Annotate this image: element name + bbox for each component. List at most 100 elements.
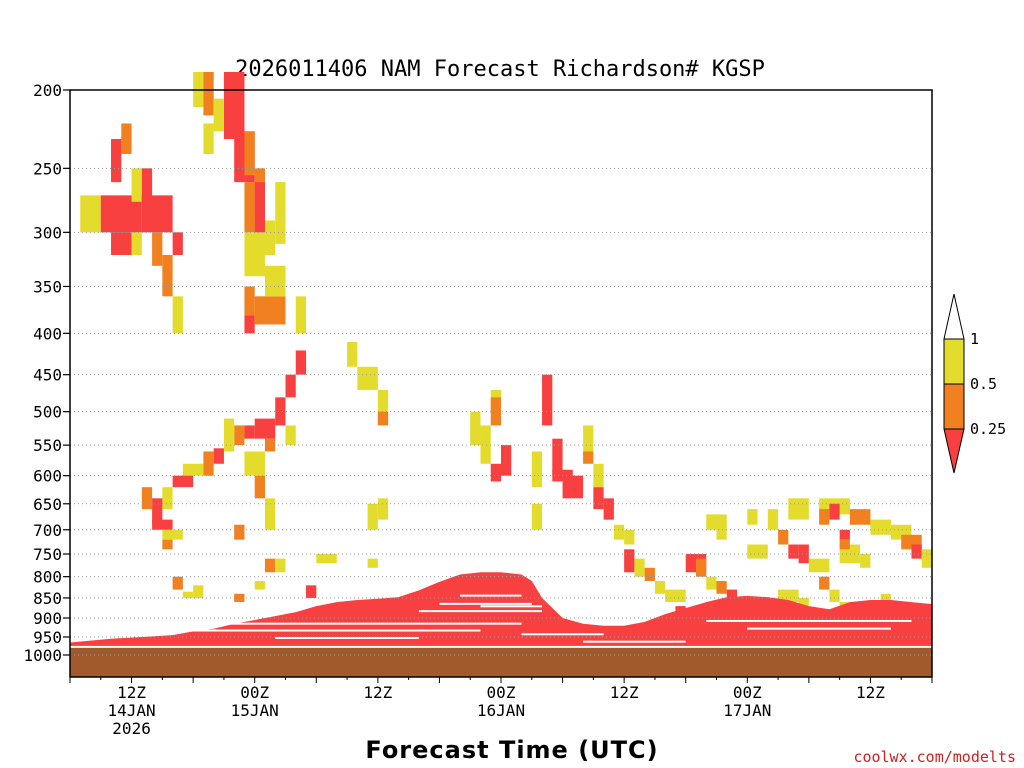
ri-cell-93 [654, 581, 666, 594]
ri-cell-78 [531, 503, 543, 530]
ri-cell-23 [244, 182, 255, 233]
band-streak-0 [172, 629, 481, 632]
ri-cell-38 [244, 425, 255, 439]
ri-cell-136 [747, 544, 768, 559]
band-streak-8 [747, 627, 891, 630]
ri-cell-28 [244, 315, 255, 334]
x-tick-label-6-0: 12Z [856, 683, 885, 702]
ri-cell-10 [152, 232, 163, 266]
ri-cell-11 [172, 232, 183, 255]
ri-cell-0 [80, 195, 101, 233]
legend-label-0.25: 0.25 [970, 420, 1006, 438]
ri-cell-25 [244, 232, 265, 277]
y-axis: 200 250 300 350 400 450 500 550 600 650 700 750 800 8… [23, 81, 70, 665]
ri-cell-75 [501, 445, 512, 476]
ri-cell-80 [552, 438, 563, 476]
ri-cell-76 [490, 463, 501, 482]
y-tick-label-950: 950 [33, 628, 62, 647]
surface-line [70, 645, 932, 648]
x-tick-label-1-1: 15JAN [231, 701, 279, 720]
ri-cell-110 [808, 558, 830, 573]
y-tick-label-550: 550 [33, 436, 62, 455]
ri-cell-53 [193, 585, 204, 598]
ri-cell-90 [624, 549, 635, 573]
ri-cell-41 [213, 448, 224, 464]
ri-cell-55 [254, 581, 265, 590]
ri-cell-58 [306, 585, 317, 598]
x-tick-label-1-0: 00Z [240, 683, 269, 702]
ri-cell-67 [367, 503, 378, 530]
ri-cell-50 [162, 539, 173, 550]
ri-cell-109 [798, 544, 809, 564]
ri-cell-9 [141, 195, 173, 233]
ri-cell-133 [860, 554, 871, 568]
band-streak-3 [439, 602, 532, 605]
ri-cell-126 [849, 509, 871, 525]
ri-cell-70 [367, 558, 378, 568]
ri-cell-66 [377, 411, 389, 426]
y-tick-label-1000: 1000 [23, 646, 62, 665]
y-tick-label-850: 850 [33, 589, 62, 608]
ri-cell-7 [131, 232, 142, 255]
ri-cell-17 [223, 71, 245, 140]
ri-cell-71 [470, 411, 481, 446]
y-tick-label-250: 250 [33, 159, 62, 178]
chart-title: 2026011406 NAM Forecast Richardson# KGSP [235, 57, 765, 82]
ri-cell-34 [275, 397, 286, 426]
ri-cell-8 [141, 168, 153, 202]
ri-cell-124 [829, 503, 840, 520]
surface-ground [70, 647, 932, 677]
ri-cell-29 [254, 296, 286, 325]
ri-cell-131 [921, 549, 932, 568]
x-tick-label-5-1: 17JAN [723, 701, 771, 720]
ri-cell-4 [111, 139, 122, 183]
plot-area [69, 71, 933, 678]
y-tick-label-800: 800 [33, 568, 62, 587]
ri-cell-87 [603, 498, 614, 520]
band-streak-7 [706, 619, 912, 622]
ri-cell-63 [347, 342, 358, 367]
ri-cell-43 [182, 463, 204, 476]
ri-cell-86 [593, 487, 604, 510]
y-tick-label-200: 200 [33, 81, 62, 100]
ri-cell-59 [264, 498, 276, 530]
legend: 1 0.5 0.25 [943, 293, 1006, 474]
y-tick-label-900: 900 [33, 609, 62, 628]
y-tick-label-700: 700 [33, 521, 62, 540]
ri-cell-39 [234, 425, 245, 446]
ri-cell-112 [829, 589, 840, 603]
x-tick-label-4-0: 12Z [610, 683, 639, 702]
ri-cell-85 [583, 451, 594, 464]
x-tick-label-5-0: 00Z [733, 683, 762, 702]
ri-cell-79 [542, 374, 553, 426]
ri-cell-127 [870, 519, 891, 535]
ri-cell-56 [264, 558, 276, 573]
credit-text: coolwx.com/modelts [853, 748, 1016, 766]
x-tick-label-0-1: 14JAN [107, 701, 155, 720]
ri-cell-47 [141, 487, 153, 510]
ri-cell-48 [152, 519, 173, 530]
ri-cell-83 [583, 425, 594, 452]
ri-cell-64 [357, 366, 378, 390]
legend-swatch-orange [943, 383, 965, 430]
ri-cell-68 [377, 498, 389, 520]
ri-cell-91 [634, 558, 645, 577]
ri-cell-18 [213, 98, 224, 132]
ri-cell-72 [480, 425, 491, 464]
legend-swatch-yellow [943, 338, 965, 385]
ri-cell-51 [172, 576, 183, 590]
ri-cell-24 [254, 182, 265, 233]
ri-cell-49 [162, 529, 183, 540]
ri-cell-135 [798, 597, 809, 611]
band-streak-9 [275, 636, 419, 639]
ri-cell-69 [316, 554, 337, 564]
y-tick-label-300: 300 [33, 223, 62, 242]
ri-cell-138 [839, 539, 850, 550]
ri-cell-130 [911, 544, 922, 559]
ri-cell-54 [234, 593, 245, 603]
ri-cell-12 [162, 254, 173, 297]
ri-cell-74 [490, 397, 501, 426]
ri-cell-121 [716, 524, 727, 540]
ri-cell-111 [819, 576, 830, 590]
